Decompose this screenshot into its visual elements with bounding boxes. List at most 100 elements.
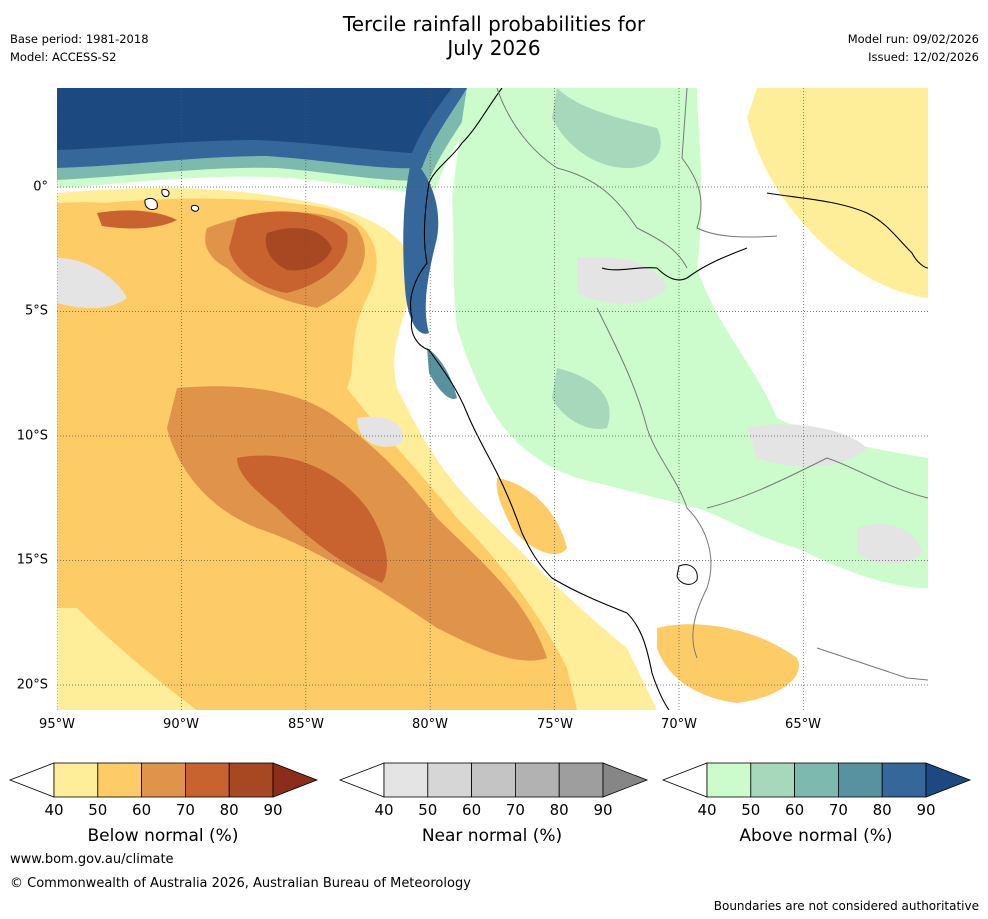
gridlines <box>57 88 928 710</box>
colorbar-tick-label: 80 <box>219 801 239 819</box>
colorbar-tick-label: 90 <box>916 801 936 819</box>
colorbar-tick-label: 70 <box>505 801 525 819</box>
colorbar-tick-label: 40 <box>44 801 64 819</box>
model-name: Model: ACCESS-S2 <box>10 50 117 64</box>
colorbar-tick-label: 40 <box>697 801 717 819</box>
colorbar-title-above: Above normal (%) <box>739 826 893 846</box>
country-borders <box>496 88 928 681</box>
lat-label: 5°S <box>24 303 48 319</box>
colorbar-tick-label: 90 <box>263 801 283 819</box>
colorbar-segment <box>838 762 883 798</box>
above-normal-peru-coast <box>427 348 457 399</box>
colorbar-tick-label: 70 <box>175 801 195 819</box>
colorbar-segment <box>750 762 795 798</box>
near-normal-peru-north <box>577 256 667 304</box>
near-normal-ocean <box>357 416 403 447</box>
amazon-river-coast <box>766 192 928 269</box>
lat-label: 20°S <box>16 677 48 693</box>
pacific-coastline <box>409 88 670 710</box>
map-title: Tercile rainfall probabilities for July … <box>0 12 988 60</box>
probability-shading <box>57 88 928 710</box>
copyright: © Commonwealth of Australia 2026, Austra… <box>10 876 471 891</box>
disclaimer: Boundaries are not considered authoritat… <box>713 899 979 913</box>
header-left: Base period: 1981-2018 Model: ACCESS-S2 <box>10 30 149 66</box>
colorbar-segment <box>558 762 604 798</box>
colorbar-near-normal <box>338 762 649 798</box>
colorbar-segment <box>794 762 839 798</box>
below-normal-80-north <box>265 228 332 271</box>
below-normal-70-equator <box>97 210 177 229</box>
title-line-2: July 2026 <box>447 36 541 60</box>
colorbar-tick-label: 90 <box>593 801 613 819</box>
colorbars <box>8 762 972 798</box>
colorbar-segment <box>471 762 516 798</box>
colorbar-tick-label: 50 <box>741 801 761 819</box>
border-ecuador-colombia <box>496 88 688 269</box>
title-line-1: Tercile rainfall probabilities for <box>342 12 646 36</box>
lat-label: 10°S <box>16 428 48 444</box>
issued-date: Issued: 12/02/2026 <box>868 50 979 64</box>
lon-label: 80°W <box>412 717 448 732</box>
colorbar-tick-label: 50 <box>418 801 438 819</box>
colorbar-tick-label: 80 <box>549 801 569 819</box>
above-normal-50-peru <box>552 368 610 429</box>
above-normal-90-ocean <box>57 88 452 153</box>
galapagos-islands <box>144 189 200 212</box>
colorbar-segment <box>427 762 472 798</box>
lake-titicaca <box>676 564 698 585</box>
colorbar-segment <box>706 762 752 798</box>
colorbar-above-normal <box>661 762 972 798</box>
coastline <box>409 88 928 710</box>
colorbar-segment <box>53 762 99 798</box>
colorbar-tick-label: 60 <box>785 801 805 819</box>
border-peru-brazil <box>596 307 712 659</box>
colorbar-segment <box>97 762 143 798</box>
colorbar-segment <box>141 762 186 798</box>
colorbar-tick-label: 40 <box>374 801 394 819</box>
colorbar-segment <box>383 762 429 798</box>
lon-label: 90°W <box>163 717 199 732</box>
border-bolivia-brazil <box>706 457 928 509</box>
below-normal-70-south <box>237 455 387 583</box>
colorbar-tick-label: 70 <box>828 801 848 819</box>
lon-label: 75°W <box>537 717 573 732</box>
colorbar-segment <box>515 762 560 798</box>
colorbar-segment <box>228 762 274 798</box>
base-period: Base period: 1981-2018 <box>10 32 149 46</box>
colorbar-below-normal <box>8 762 319 798</box>
lon-label: 85°W <box>288 717 324 732</box>
colorbar-extend-high <box>925 762 972 798</box>
colorbar-tick-label: 80 <box>872 801 892 819</box>
above-normal-ecuador-coast <box>403 158 439 334</box>
colorbar-title-near: Near normal (%) <box>421 826 563 846</box>
colorbar-tick-label: 60 <box>132 801 152 819</box>
border-colombia-brazil <box>681 88 778 238</box>
below-normal-north-brazil <box>747 88 928 298</box>
model-run: Model run: 09/02/2026 <box>847 32 979 46</box>
colorbar-extend-low <box>338 762 385 798</box>
colorbar-extend-high <box>272 762 319 798</box>
colorbar-extend-low <box>661 762 708 798</box>
rainfall-probability-map <box>57 88 928 710</box>
above-normal-50-colombia <box>552 88 661 168</box>
colorbar-extend-high <box>602 762 649 798</box>
below-normal-bolivia <box>657 624 799 703</box>
colorbar-tick-label: 60 <box>462 801 482 819</box>
website-link[interactable]: www.bom.gov.au/climate <box>10 852 174 867</box>
lon-label: 95°W <box>39 717 75 732</box>
colorbar-extend-low <box>8 762 55 798</box>
border-south <box>816 647 928 681</box>
lon-label: 70°W <box>661 717 697 732</box>
colorbar-segment <box>184 762 230 798</box>
near-normal-east <box>857 524 922 565</box>
lat-label: 15°S <box>16 552 48 568</box>
colorbar-title-below: Below normal (%) <box>87 826 239 846</box>
colorbar-segment <box>881 762 927 798</box>
near-normal-brazil <box>747 424 867 467</box>
colorbar-tick-label: 50 <box>88 801 108 819</box>
near-normal-west <box>57 258 127 308</box>
lon-label: 65°W <box>785 717 821 732</box>
below-normal-coastal-peru <box>496 478 567 555</box>
lat-label: 0° <box>33 179 48 195</box>
header-right: Model run: 09/02/2026 Issued: 12/02/2026 <box>848 30 979 66</box>
